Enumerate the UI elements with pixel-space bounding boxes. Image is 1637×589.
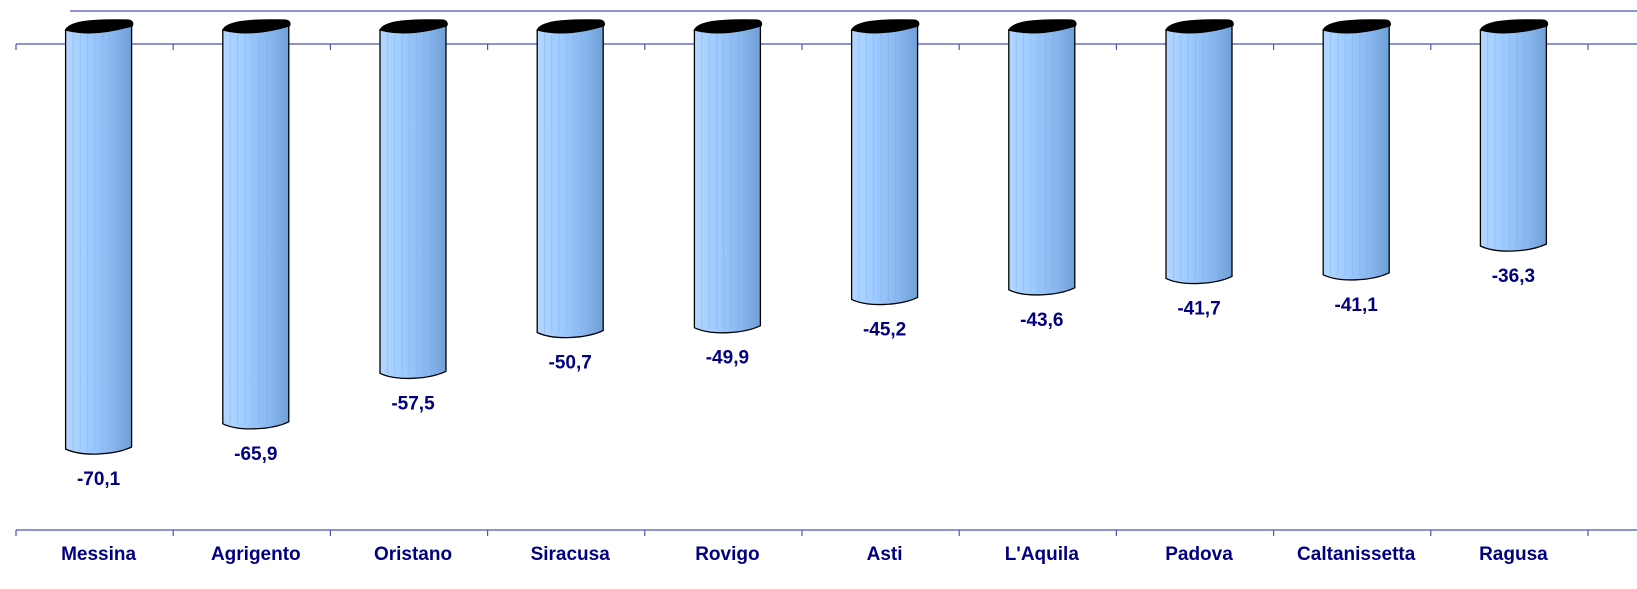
bar-body [1479,23,1548,252]
bar-body [850,23,919,306]
category-label: Asti [867,544,903,565]
category-label: Siracusa [531,544,611,565]
category-label: Messina [61,544,136,565]
bar [221,19,291,430]
bar [536,19,605,339]
bar [693,19,763,334]
bar-body [1322,23,1390,281]
value-label: -70,1 [77,469,121,490]
value-label: -65,9 [234,444,277,465]
category-label: Padova [1165,544,1233,565]
bar [850,19,920,306]
bar-top-cap [693,19,763,34]
bar-top-cap [64,19,134,34]
bar-top-cap [1165,19,1234,34]
bar-body [536,23,604,339]
bar-top-cap [1322,19,1391,34]
bar-top-cap [536,19,605,34]
bar-body [379,23,447,380]
value-label: -41,7 [1177,298,1220,319]
bar-top-cap [379,19,448,34]
value-label: -36,3 [1492,266,1535,287]
bar-body [1165,23,1233,285]
value-label: -45,2 [863,319,906,340]
bars-group [64,19,1549,455]
value-label: -57,5 [391,393,435,414]
value-label: -41,1 [1335,295,1379,316]
bar-body [222,23,290,430]
category-label: L'Aquila [1005,544,1080,565]
bar-body [693,23,762,334]
category-label: Caltanissetta [1297,544,1416,565]
category-label: Oristano [374,544,452,565]
category-label: Rovigo [695,544,759,565]
axis-ticks [15,44,1589,536]
category-label: Agrigento [211,544,301,565]
bar-top-cap [1479,19,1549,34]
value-label: -49,9 [706,348,749,369]
bar-top-cap [221,19,291,34]
category-labels-group: Messina Agrigento Oristano Siracusa Rovigo As… [61,544,1548,565]
bar [1165,19,1234,285]
category-label: Ragusa [1479,544,1548,565]
bar [1479,19,1549,252]
bar-body [1008,23,1076,296]
bar [1007,19,1077,296]
value-label: -43,6 [1020,310,1063,331]
bar [64,19,134,455]
bar [1322,19,1391,281]
value-label: -50,7 [549,352,592,373]
bar [379,19,448,380]
bar-top-cap [850,19,920,34]
value-labels-group: -70,1 -65,9 -57,5 -50,7 -49,9 -45,2 -43,6 -41,7… [77,266,1535,490]
bar-body [64,23,133,455]
bar-top-cap [1007,19,1077,34]
